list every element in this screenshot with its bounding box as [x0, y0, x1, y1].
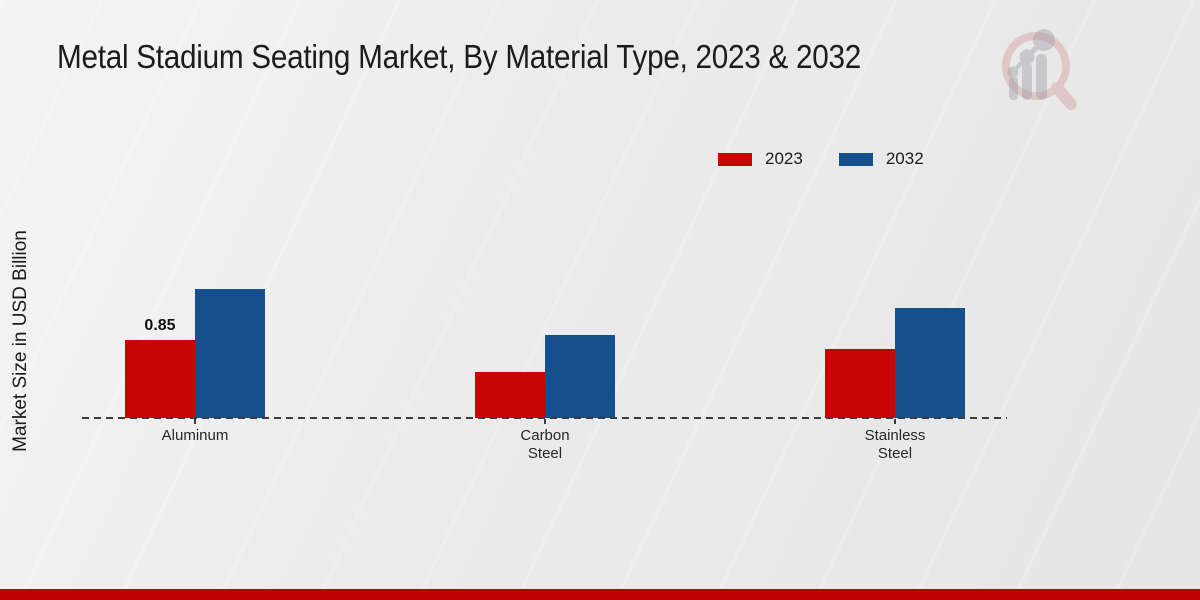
bar-2032-stainless-steel — [895, 307, 965, 418]
axis-tick — [544, 419, 546, 424]
category-label-carbon-steel: Carbon Steel — [520, 427, 570, 462]
logo-magnifier-icon — [1002, 32, 1077, 110]
category-label-aluminum: Aluminum — [161, 427, 229, 444]
bar-value-label: 0.85 — [144, 316, 176, 334]
bar-2023-aluminum — [125, 339, 195, 418]
legend-swatch-2032 — [838, 152, 873, 166]
bar-2032-carbon-steel — [545, 335, 615, 418]
legend-label: 2023 — [765, 149, 803, 168]
bar-2032-aluminum — [195, 289, 265, 418]
logo-bar-trend-icon — [1007, 29, 1055, 100]
chart-title: Metal Stadium Seating Market, By Materia… — [57, 38, 862, 75]
category-label-stainless-steel: Stainless Steel — [864, 427, 926, 462]
footer-accent-bar — [0, 589, 1200, 600]
x-axis-baseline — [82, 417, 1007, 419]
axis-tick — [194, 419, 196, 424]
bar-2023-carbon-steel — [475, 372, 545, 418]
legend-swatch-2023 — [718, 152, 752, 166]
axis-tick — [894, 419, 896, 424]
bar-2023-stainless-steel — [825, 349, 895, 418]
market-research-logo-icon — [1002, 29, 1077, 110]
legend: 2023 2032 — [718, 149, 924, 169]
legend-label: 2032 — [885, 149, 924, 168]
legend-item-2023: 2023 — [718, 149, 803, 169]
legend-item-2032: 2032 — [838, 149, 924, 169]
